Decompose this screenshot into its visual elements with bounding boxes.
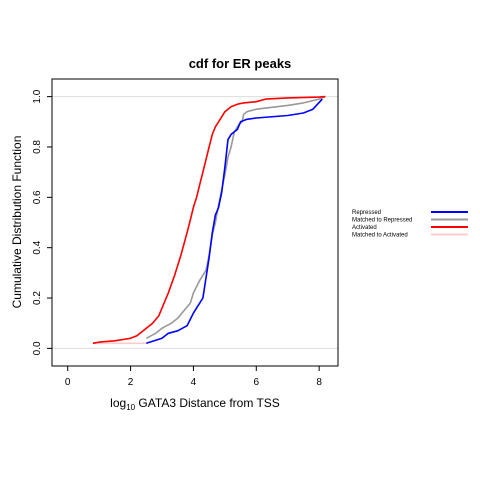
y-axis-label: Cumulative Distribution Function bbox=[10, 136, 24, 309]
series-line-repressed bbox=[146, 98, 323, 345]
x-axis-ticks: 0 2 4 6 8 bbox=[65, 366, 322, 388]
x-axis-label-subscript: 10 bbox=[126, 403, 135, 412]
x-tick-label: 6 bbox=[254, 377, 260, 388]
y-tick-label: 0.0 bbox=[32, 341, 43, 355]
x-axis-label: log10 GATA3 Distance from TSS bbox=[110, 396, 280, 412]
x-tick-label: 4 bbox=[191, 377, 197, 388]
series-layer bbox=[92, 95, 326, 345]
series-line-activated bbox=[92, 95, 326, 345]
y-tick-label: 0.8 bbox=[32, 140, 43, 154]
series-line-matched-to-repressed bbox=[145, 95, 326, 340]
x-tick-label: 0 bbox=[65, 377, 71, 388]
plot-frame bbox=[51, 78, 339, 367]
y-tick-label: 1.0 bbox=[32, 89, 43, 103]
x-tick-label: 8 bbox=[316, 377, 322, 388]
x-axis-label-prefix: log bbox=[110, 396, 126, 410]
y-tick-label: 0.4 bbox=[32, 240, 43, 254]
x-axis-label-suffix: GATA3 Distance from TSS bbox=[135, 396, 280, 410]
legend-label: Matched to Repressed bbox=[352, 218, 412, 224]
legend-label: Activated bbox=[352, 225, 377, 231]
y-axis-ticks: 0.0 0.2 0.4 0.6 0.8 1.0 bbox=[32, 89, 52, 355]
reference-lines bbox=[52, 96, 338, 349]
chart-title: cdf for ER peaks bbox=[189, 56, 292, 71]
y-tick-label: 0.2 bbox=[32, 291, 43, 305]
y-tick-label: 0.6 bbox=[32, 190, 43, 204]
legend-label: Repressed bbox=[352, 210, 381, 216]
x-tick-label: 2 bbox=[128, 377, 134, 388]
legend-label: Matched to Activated bbox=[352, 233, 408, 239]
